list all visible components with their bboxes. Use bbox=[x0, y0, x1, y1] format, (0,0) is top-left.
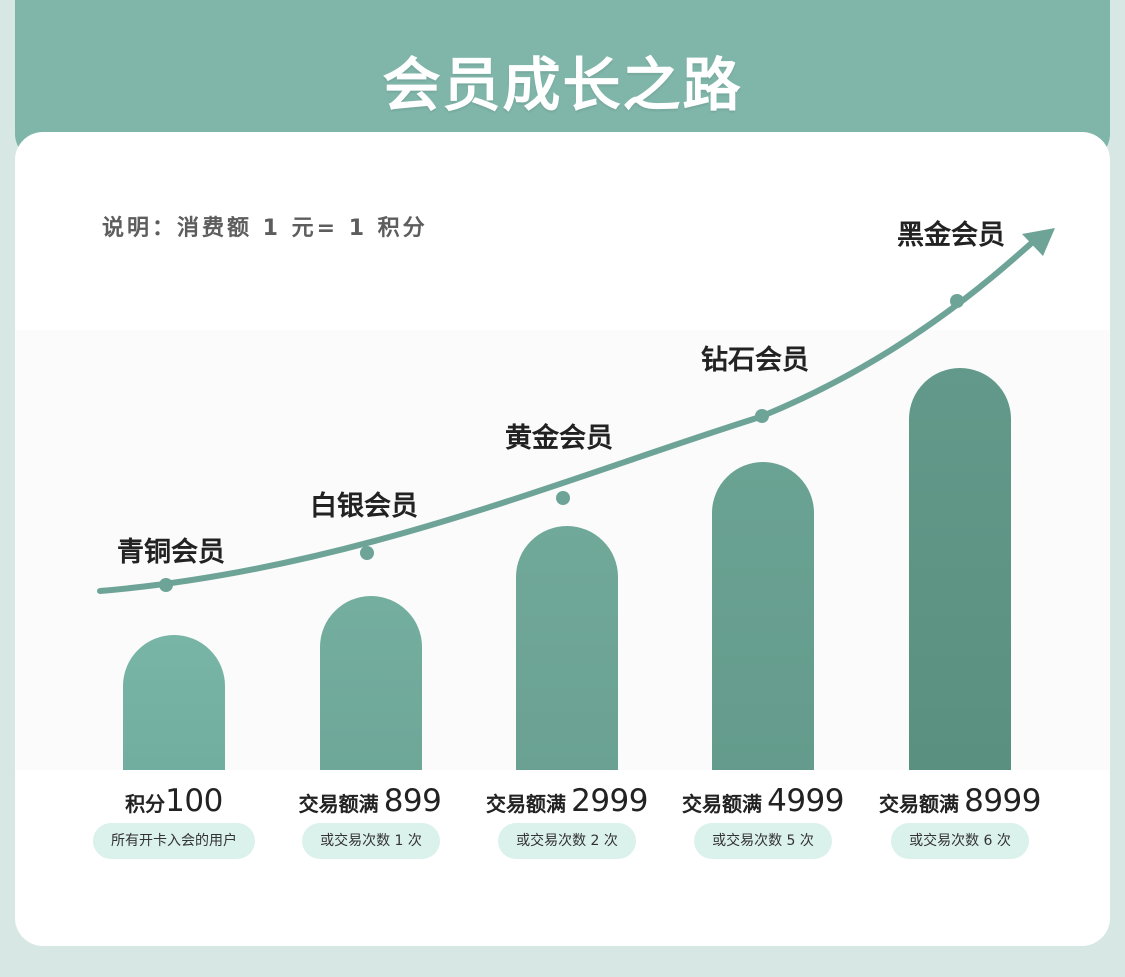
level-bar-silver bbox=[320, 596, 422, 770]
condition-value: 4999 bbox=[767, 783, 844, 819]
level-label-black-gold: 黑金会员 bbox=[897, 220, 1005, 251]
condition-prefix: 交易额满 bbox=[486, 792, 566, 816]
condition-value: 899 bbox=[383, 783, 442, 819]
condition-black-gold: 交易额满 8999 bbox=[860, 783, 1060, 819]
condition-bronze: 积分100 bbox=[74, 783, 274, 819]
condition-prefix: 积分 bbox=[125, 792, 166, 816]
growth-arrow-head bbox=[1022, 228, 1055, 256]
requirement-pill-gold: 或交易次数 2 次 bbox=[498, 823, 636, 859]
requirement-pill-bronze: 所有开卡入会的用户 bbox=[93, 823, 255, 859]
points-note: 说明：消费额 1 元= 1 积分 bbox=[102, 216, 428, 241]
requirement-pill-diamond: 或交易次数 5 次 bbox=[694, 823, 832, 859]
level-bar-bronze bbox=[123, 635, 225, 770]
level-label-silver: 白银会员 bbox=[310, 491, 418, 522]
condition-value: 100 bbox=[165, 783, 223, 819]
curve-dot-bronze bbox=[159, 578, 173, 592]
level-bar-diamond bbox=[712, 462, 814, 770]
condition-gold: 交易额满 2999 bbox=[467, 783, 667, 819]
curve-dot-diamond bbox=[755, 409, 769, 423]
condition-diamond: 交易额满 4999 bbox=[663, 783, 863, 819]
curve-dot-silver bbox=[360, 546, 374, 560]
level-label-bronze: 青铜会员 bbox=[117, 537, 225, 568]
condition-prefix: 交易额满 bbox=[879, 792, 959, 816]
page-title: 会员成长之路 bbox=[382, 51, 743, 119]
requirement-pill-silver: 或交易次数 1 次 bbox=[302, 823, 440, 859]
condition-value: 8999 bbox=[964, 783, 1041, 819]
level-bar-black-gold bbox=[909, 368, 1011, 770]
curve-dot-black-gold bbox=[950, 294, 964, 308]
condition-prefix: 交易额满 bbox=[682, 792, 762, 816]
condition-prefix: 交易额满 bbox=[298, 792, 379, 816]
level-bar-gold bbox=[516, 526, 618, 770]
level-label-gold: 黄金会员 bbox=[505, 423, 613, 454]
condition-value: 2999 bbox=[571, 783, 648, 819]
curve-dot-gold bbox=[556, 491, 570, 505]
requirement-pill-black-gold: 或交易次数 6 次 bbox=[891, 823, 1029, 859]
condition-silver: 交易额满 899 bbox=[270, 783, 470, 819]
level-label-diamond: 钻石会员 bbox=[701, 345, 809, 376]
